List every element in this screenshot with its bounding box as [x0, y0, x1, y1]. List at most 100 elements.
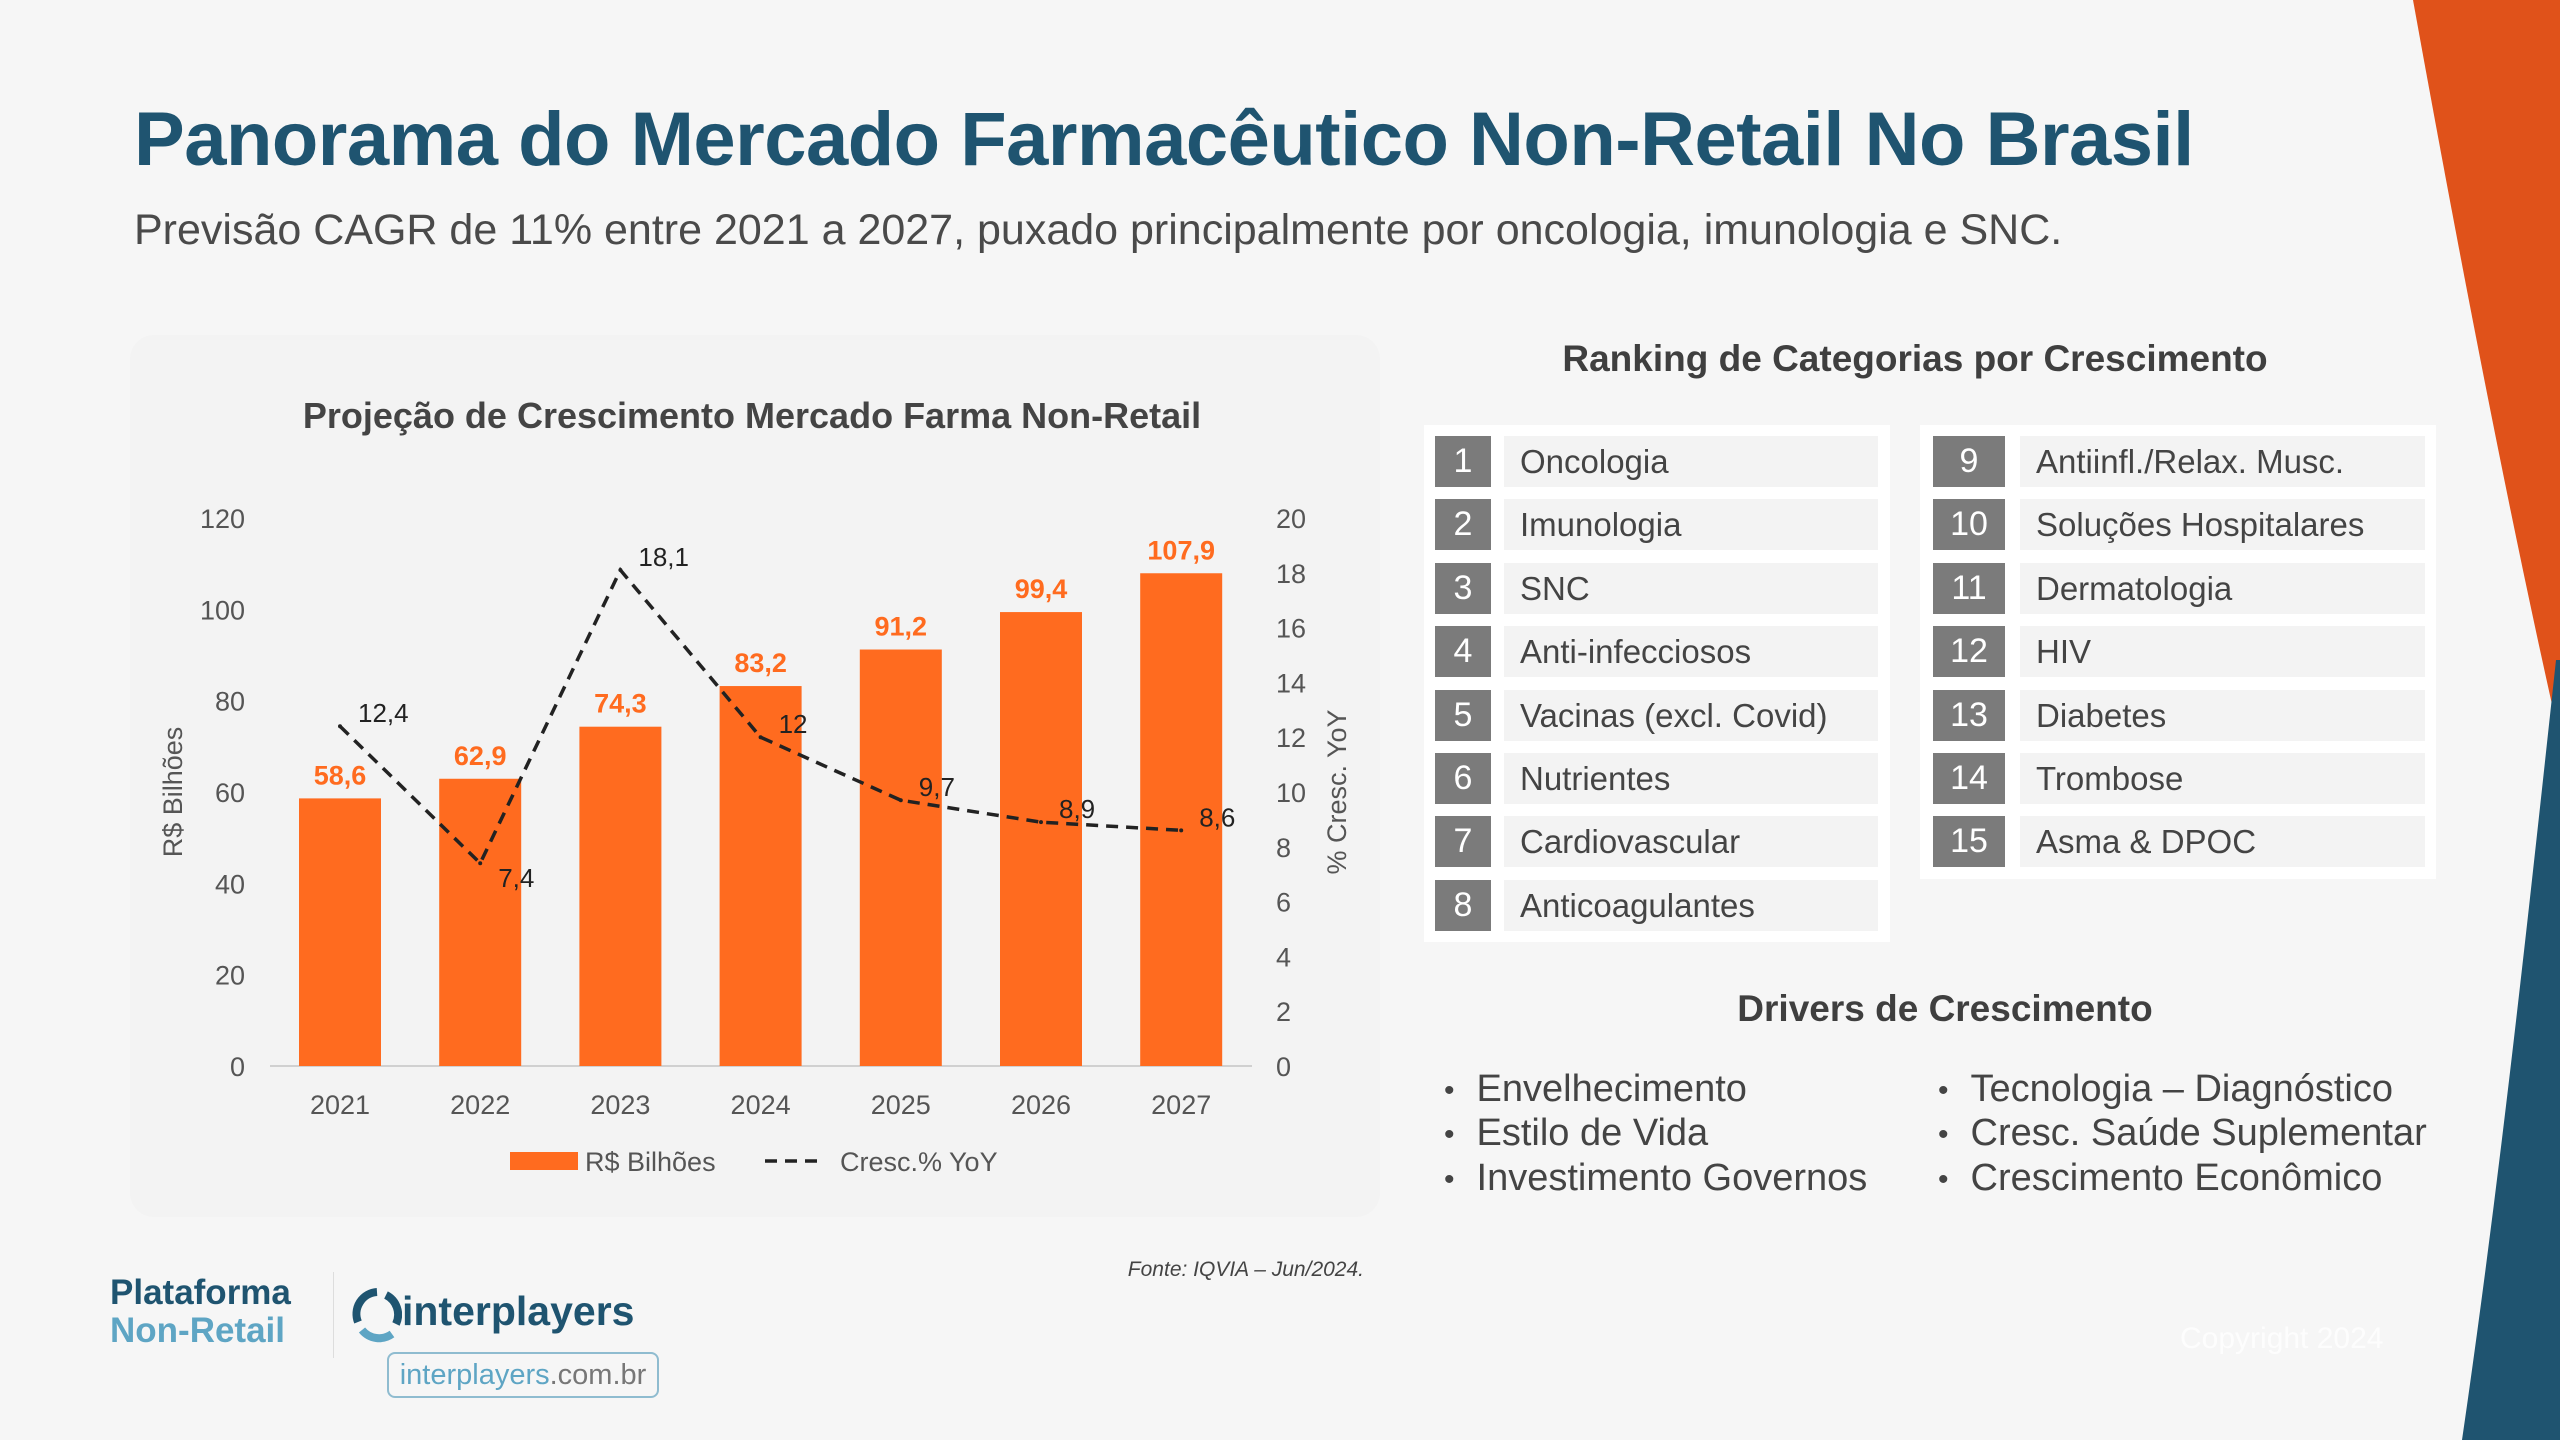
rank-label: Oncologia [1504, 436, 1878, 487]
x-tick-label: 2024 [731, 1090, 791, 1120]
driver-item: Cresc. Saúde Suplementar [1938, 1112, 2427, 1155]
growth-point [1179, 828, 1184, 833]
rank-label: Diabetes [2020, 689, 2425, 741]
rank-number: 15 [1933, 816, 2005, 868]
rank-number: 6 [1435, 753, 1491, 804]
rank-number: 12 [1933, 626, 2005, 678]
growth-point [478, 861, 483, 866]
rank-number: 10 [1933, 499, 2005, 551]
y2-tick-label: 2 [1276, 997, 1291, 1027]
x-tick-label: 2021 [310, 1090, 370, 1120]
platform-line1: Plataforma [110, 1273, 291, 1312]
growth-point [1039, 820, 1043, 825]
rank-number: 8 [1435, 879, 1491, 931]
driver-item: Estilo de Vida [1444, 1112, 1709, 1155]
bar [579, 726, 662, 1066]
bar-value-label: 91,2 [875, 612, 928, 642]
rank-number: 13 [1933, 689, 2005, 741]
bar-value-label: 74,3 [594, 689, 647, 719]
y2-tick-label: 6 [1276, 888, 1291, 918]
orange-swoosh [2413, 0, 2560, 740]
y2-tick-label: 4 [1276, 942, 1291, 972]
y2-tick-label: 14 [1276, 668, 1306, 698]
chart-title: Projeção de Crescimento Mercado Farma No… [303, 395, 1201, 436]
y2-tick-label: 20 [1276, 504, 1306, 534]
growth-point [338, 724, 342, 729]
rank-number: 3 [1435, 562, 1491, 614]
interplayers-logo-icon [352, 1288, 402, 1343]
ranking-title: Ranking de Categorias por Crescimento [1562, 338, 2268, 379]
rank-label: Anticoagulantes [1504, 879, 1878, 931]
growth-value-label: 12 [779, 709, 808, 739]
y2-tick-label: 12 [1276, 723, 1306, 753]
x-tick-label: 2023 [590, 1090, 650, 1120]
growth-value-label: 7,4 [498, 863, 534, 893]
growth-value-label: 12,4 [358, 698, 409, 728]
rank-label: Cardiovascular [1504, 816, 1878, 868]
interplayers-logo-text: interplayers [402, 1288, 635, 1334]
rank-label: Trombose [2020, 753, 2425, 804]
blue-swoosh [2462, 660, 2560, 1440]
rank-label: Soluções Hospitalares [2020, 499, 2425, 551]
y-tick-label: 60 [215, 778, 245, 808]
y2-tick-label: 10 [1276, 778, 1306, 808]
y-tick-label: 40 [215, 869, 245, 899]
page-title: Panorama do Mercado Farmacêutico Non-Ret… [134, 97, 2194, 182]
y2-tick-label: 0 [1276, 1052, 1291, 1082]
y2-tick-label: 8 [1276, 833, 1291, 863]
legend-line-label: Cresc.% YoY [840, 1147, 998, 1177]
driver-item: Crescimento Econômico [1938, 1157, 2383, 1200]
platform-line2: Non-Retail [110, 1311, 285, 1350]
rank-label: Anti-infecciosos [1504, 626, 1878, 678]
source-note: Fonte: IQVIA – Jun/2024. [1127, 1258, 1364, 1281]
bar [299, 798, 381, 1066]
bar [719, 686, 802, 1066]
growth-value-label: 8,6 [1199, 802, 1235, 832]
rank-label: Nutrientes [1504, 753, 1878, 804]
rank-number: 11 [1933, 562, 2005, 614]
rank-label: Dermatologia [2020, 562, 2425, 614]
legend-bar-label: R$ Bilhões [585, 1147, 716, 1177]
rank-label: HIV [2020, 626, 2425, 678]
y2-tick-label: 16 [1276, 614, 1306, 644]
rank-number: 5 [1435, 689, 1491, 741]
y2-tick-label: 18 [1276, 559, 1306, 589]
rank-label: Antiinfl./Relax. Musc. [2020, 436, 2425, 487]
drivers-title: Drivers de Crescimento [1737, 988, 2153, 1029]
y-axis-title: R$ Bilhões [158, 727, 188, 858]
y-tick-label: 100 [200, 595, 245, 625]
page-subtitle: Previsão CAGR de 11% entre 2021 a 2027, … [134, 206, 2063, 254]
legend-bar-swatch [510, 1152, 578, 1170]
growth-point [618, 568, 623, 573]
url-suffix: .com.br [549, 1359, 647, 1391]
bar-value-label: 58,6 [314, 760, 367, 790]
y-tick-label: 80 [215, 687, 245, 717]
rank-label: Vacinas (excl. Covid) [1504, 689, 1878, 741]
bar [1000, 612, 1082, 1066]
website-link[interactable]: interplayers.com.br [387, 1352, 659, 1398]
rank-number: 9 [1933, 436, 2005, 487]
driver-item: Tecnologia – Diagnóstico [1938, 1068, 2394, 1111]
rank-number: 2 [1435, 499, 1491, 551]
rank-label: SNC [1504, 562, 1878, 614]
copyright: Copyright 2024 [2180, 1322, 2384, 1355]
x-tick-label: 2025 [871, 1090, 931, 1120]
driver-item: Envelhecimento [1444, 1068, 1747, 1111]
bar-value-label: 62,9 [454, 741, 507, 771]
rank-number: 1 [1435, 436, 1491, 487]
rank-label: Asma & DPOC [2020, 816, 2425, 868]
growth-value-label: 18,1 [638, 542, 689, 572]
url-main: interplayers [399, 1359, 550, 1391]
rank-label: Imunologia [1504, 499, 1878, 551]
growth-point [758, 735, 763, 740]
growth-point [898, 798, 903, 803]
footer-divider [333, 1272, 334, 1358]
x-tick-label: 2026 [1011, 1090, 1071, 1120]
rank-number: 4 [1435, 626, 1491, 678]
x-tick-label: 2022 [450, 1090, 510, 1120]
growth-value-label: 9,7 [919, 772, 955, 802]
bar [859, 649, 942, 1066]
platform-logo: Plataforma Non-Retail [110, 1274, 291, 1350]
